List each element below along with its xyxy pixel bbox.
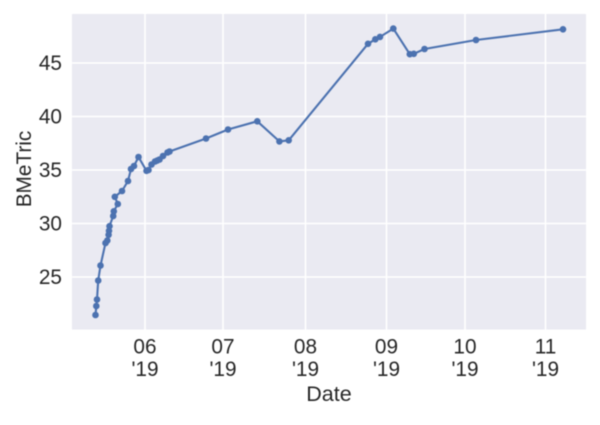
svg-text:'19: '19 — [131, 358, 158, 381]
svg-text:35: 35 — [39, 159, 62, 182]
svg-text:11: 11 — [535, 336, 557, 359]
svg-text:07: 07 — [211, 336, 234, 359]
svg-text:06: 06 — [133, 336, 156, 359]
svg-text:30: 30 — [39, 213, 62, 236]
svg-text:Date: Date — [306, 382, 351, 406]
svg-text:'19: '19 — [532, 358, 559, 381]
svg-text:45: 45 — [39, 52, 62, 75]
svg-text:09: 09 — [375, 336, 398, 359]
svg-text:40: 40 — [39, 106, 62, 129]
svg-text:'19: '19 — [209, 358, 236, 381]
svg-text:08: 08 — [294, 336, 317, 359]
svg-text:'19: '19 — [373, 358, 400, 381]
svg-text:10: 10 — [453, 336, 476, 359]
svg-text:'19: '19 — [451, 358, 478, 381]
svg-text:BMeTric: BMeTric — [13, 131, 36, 208]
svg-text:25: 25 — [39, 266, 62, 289]
svg-text:'19: '19 — [292, 358, 319, 381]
